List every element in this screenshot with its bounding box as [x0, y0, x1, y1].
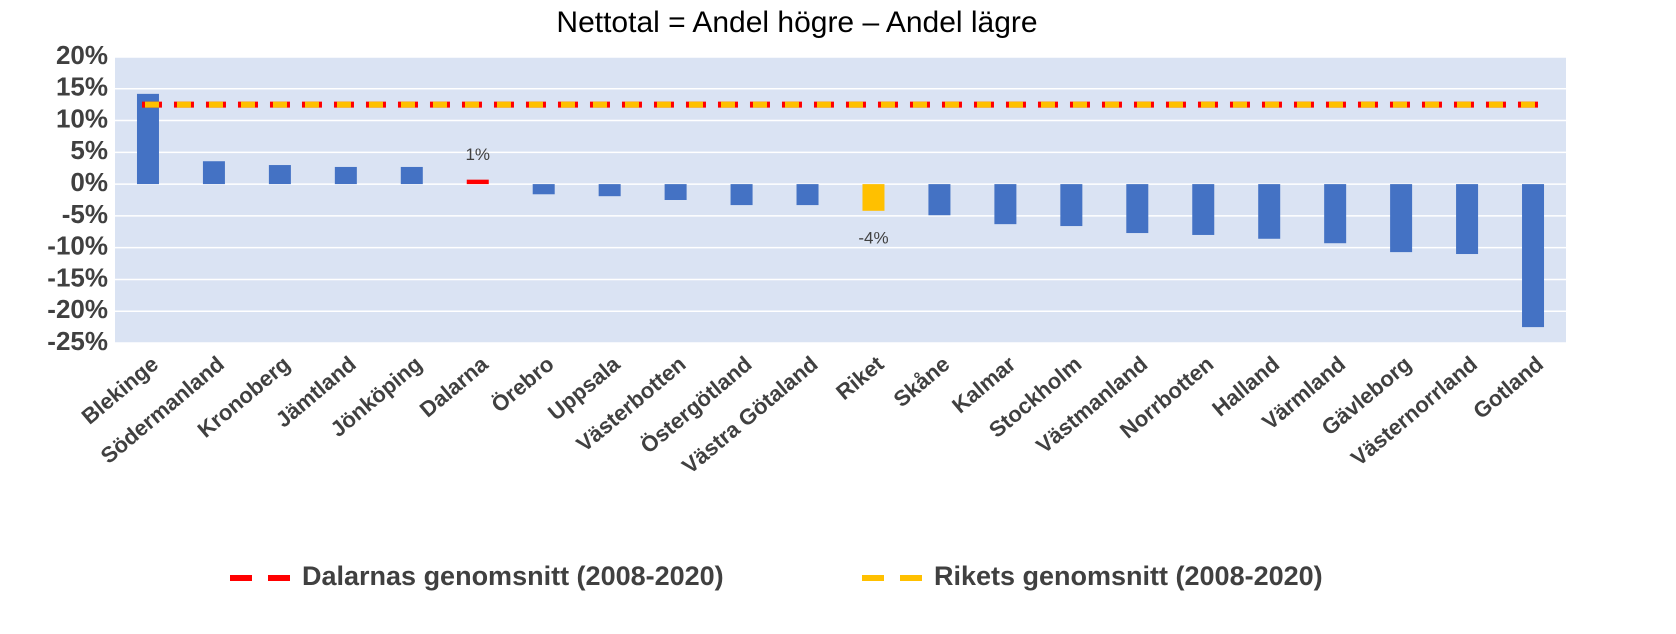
x-tick-label: Dalarna	[415, 351, 493, 423]
bar	[598, 184, 621, 197]
bar	[202, 161, 225, 185]
x-tick-label: Västmanland	[1031, 351, 1152, 458]
x-tick-label: Gotland	[1468, 351, 1548, 424]
legend-label: Rikets genomsnitt (2008-2020)	[934, 561, 1323, 591]
y-tick-label: 15%	[56, 72, 108, 102]
bar	[268, 165, 291, 185]
y-tick-label: 0%	[70, 167, 108, 197]
bar	[1522, 184, 1545, 328]
x-tick-label: Skåne	[889, 351, 955, 412]
bar	[994, 184, 1017, 225]
bar	[1390, 184, 1413, 253]
bar	[796, 184, 819, 206]
data-label: 1%	[465, 145, 490, 164]
bar	[1060, 184, 1083, 227]
data-label: -4%	[858, 228, 888, 247]
x-tick-label: Östergötland	[636, 351, 757, 458]
bar	[928, 184, 951, 216]
chart-title: Nettotal = Andel högre – Andel lägre	[556, 6, 1037, 39]
bar	[334, 166, 357, 185]
y-tick-label: -25%	[47, 326, 108, 356]
y-tick-label: -5%	[62, 199, 108, 229]
y-tick-label: 5%	[70, 135, 108, 165]
bar	[664, 184, 687, 200]
bar	[1324, 184, 1347, 244]
bar	[532, 184, 555, 195]
y-tick-label: 20%	[56, 40, 108, 70]
y-tick-label: 10%	[56, 103, 108, 133]
plot-area	[115, 57, 1566, 343]
bar	[466, 179, 489, 185]
bar	[136, 93, 159, 185]
y-tick-label: -20%	[47, 294, 108, 324]
bar	[1192, 184, 1215, 235]
x-tick-label: Riket	[831, 351, 889, 405]
bar	[862, 184, 885, 211]
legend-label: Dalarnas genomsnitt (2008-2020)	[302, 561, 724, 591]
bar	[1258, 184, 1281, 239]
y-tick-label: -10%	[47, 231, 108, 261]
bar	[1126, 184, 1149, 234]
bar	[400, 166, 423, 185]
y-tick-label: -15%	[47, 262, 108, 292]
bar	[730, 184, 753, 206]
bar	[1456, 184, 1479, 255]
